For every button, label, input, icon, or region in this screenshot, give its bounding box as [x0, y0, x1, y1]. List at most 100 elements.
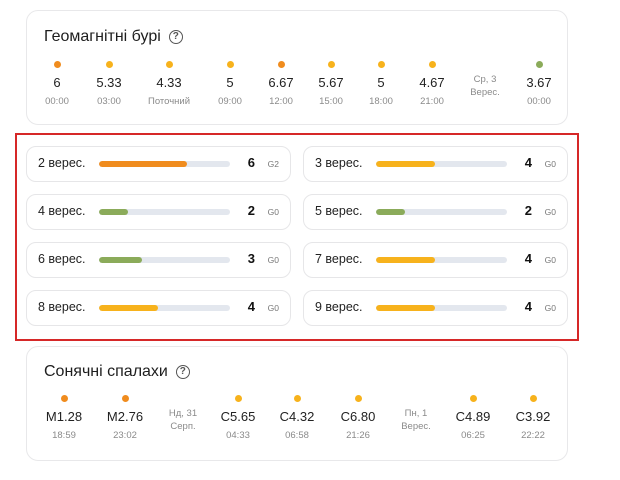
g-scale-label: G0	[544, 255, 556, 265]
kp-level-bar	[376, 161, 507, 167]
storm-value: 4.33	[156, 75, 182, 90]
kp-level-fill	[376, 161, 435, 167]
kp-level-bar	[376, 257, 507, 263]
solar-flares-title: Сонячні спалахи ?	[44, 363, 190, 381]
geomagnetic-storms-title: Геомагнітні бурі ?	[44, 28, 183, 46]
day-label-day: Нд, 31	[168, 408, 198, 419]
level-dot	[226, 61, 234, 68]
flare-time: 23:02	[113, 430, 137, 441]
forecast-date: 2 верес.	[38, 156, 86, 170]
level-dot	[293, 395, 301, 402]
flare-time: 21:26	[346, 430, 370, 441]
storm-time: 15:00	[319, 96, 343, 107]
flare-value: C4.89	[455, 409, 491, 424]
flare-point[interactable]: C4.32 06:58	[267, 395, 327, 441]
flare-time: 06:25	[461, 430, 485, 441]
storm-time: 00:00	[45, 96, 69, 107]
storm-point[interactable]: 5.67 15:00	[301, 61, 361, 107]
level-dot	[535, 61, 543, 68]
storm-point[interactable]: 4.67 21:00	[402, 61, 462, 107]
geomagnetic-storms-card: Геомагнітні бурі ? 6 00:00 5.33 03:00 4.33 По…	[26, 10, 568, 125]
flare-value: C4.32	[279, 409, 315, 424]
level-dot	[121, 395, 129, 402]
storm-time: 03:00	[97, 96, 121, 107]
flare-point[interactable]: C4.89 06:25	[443, 395, 503, 441]
kp-value: 4	[247, 299, 255, 314]
level-dot	[469, 395, 477, 402]
kp-value: 4	[524, 299, 532, 314]
storm-point[interactable]: 5 18:00	[351, 61, 411, 107]
forecast-day-card[interactable]: 2 верес. 6 G2	[26, 146, 291, 182]
kp-level-bar	[99, 161, 230, 167]
forecast-date: 3 верес.	[315, 156, 363, 170]
flare-point[interactable]: M2.76 23:02	[95, 395, 155, 441]
kp-level-bar	[99, 209, 230, 215]
kp-level-fill	[376, 209, 405, 215]
kp-value: 6	[247, 155, 255, 170]
question-circle-icon[interactable]: ?	[175, 365, 190, 379]
g-scale-label: G0	[267, 207, 279, 217]
forecast-day-card[interactable]: 9 верес. 4 G0	[303, 290, 568, 326]
kp-value: 4	[524, 251, 532, 266]
storm-point[interactable]: 5 09:00	[200, 61, 260, 107]
storm-value: 6	[53, 75, 61, 90]
storm-time: 21:00	[420, 96, 444, 107]
storm-time: 12:00	[269, 96, 293, 107]
forecast-date: 6 верес.	[38, 252, 86, 266]
forecast-day-card[interactable]: 6 верес. 3 G0	[26, 242, 291, 278]
storm-value: 4.67	[419, 75, 445, 90]
storm-value: 5	[226, 75, 234, 90]
day-label-month: Верес.	[401, 421, 431, 432]
forecast-date: 9 верес.	[315, 300, 363, 314]
flare-time: 18:59	[52, 430, 76, 441]
storm-value: 5	[377, 75, 385, 90]
kp-level-fill	[99, 209, 128, 215]
kp-level-bar	[376, 209, 507, 215]
flare-day-separator: Пн, 1 Верес.	[386, 407, 446, 433]
kp-level-bar	[99, 305, 230, 311]
storm-value: 5.33	[96, 75, 122, 90]
flare-time: 06:58	[285, 430, 309, 441]
question-circle-icon[interactable]: ?	[168, 30, 183, 44]
forecast-day-card[interactable]: 4 верес. 2 G0	[26, 194, 291, 230]
day-label-day: Ср, 3	[473, 74, 497, 85]
kp-value: 4	[524, 155, 532, 170]
flare-point[interactable]: C5.65 04:33	[208, 395, 268, 441]
storm-point[interactable]: 3.67 00:00	[509, 61, 569, 107]
storm-value: 6.67	[268, 75, 294, 90]
flare-value: C5.65	[220, 409, 256, 424]
kp-value: 3	[247, 251, 255, 266]
g-scale-label: G0	[544, 159, 556, 169]
forecast-day-card[interactable]: 5 верес. 2 G0	[303, 194, 568, 230]
flare-day-separator: Нд, 31 Серп.	[153, 407, 213, 433]
level-dot	[529, 395, 537, 402]
level-dot	[165, 61, 173, 68]
storm-point[interactable]: 5.33 03:00	[79, 61, 139, 107]
forecast-date: 7 верес.	[315, 252, 363, 266]
storm-point[interactable]: 6.67 12:00	[251, 61, 311, 107]
storm-point[interactable]: 4.33 Поточний	[139, 61, 199, 107]
forecast-highlight-frame	[15, 133, 579, 341]
forecast-day-card[interactable]: 3 верес. 4 G0	[303, 146, 568, 182]
flare-time: 04:33	[226, 430, 250, 441]
kp-value: 2	[247, 203, 255, 218]
flare-value: C6.80	[340, 409, 376, 424]
forecast-date: 5 верес.	[315, 204, 363, 218]
flare-point[interactable]: C3.92 22:22	[503, 395, 563, 441]
forecast-day-card[interactable]: 8 верес. 4 G0	[26, 290, 291, 326]
level-dot	[428, 61, 436, 68]
forecast-day-card[interactable]: 7 верес. 4 G0	[303, 242, 568, 278]
kp-level-fill	[99, 161, 187, 167]
day-label-day: Пн, 1	[404, 408, 428, 419]
flare-value: C3.92	[515, 409, 551, 424]
g-scale-label: G0	[267, 303, 279, 313]
kp-level-bar	[99, 257, 230, 263]
level-dot	[53, 61, 61, 68]
storm-day-separator: Ср, 3 Верес.	[455, 73, 515, 99]
flare-point[interactable]: C6.80 21:26	[328, 395, 388, 441]
level-dot	[277, 61, 285, 68]
kp-level-fill	[376, 305, 435, 311]
storm-point[interactable]: 6 00:00	[27, 61, 87, 107]
solar-flares-card: Сонячні спалахи ? M1.28 18:59 M2.76 23:02 Нд…	[26, 346, 568, 461]
flare-point[interactable]: M1.28 18:59	[34, 395, 94, 441]
